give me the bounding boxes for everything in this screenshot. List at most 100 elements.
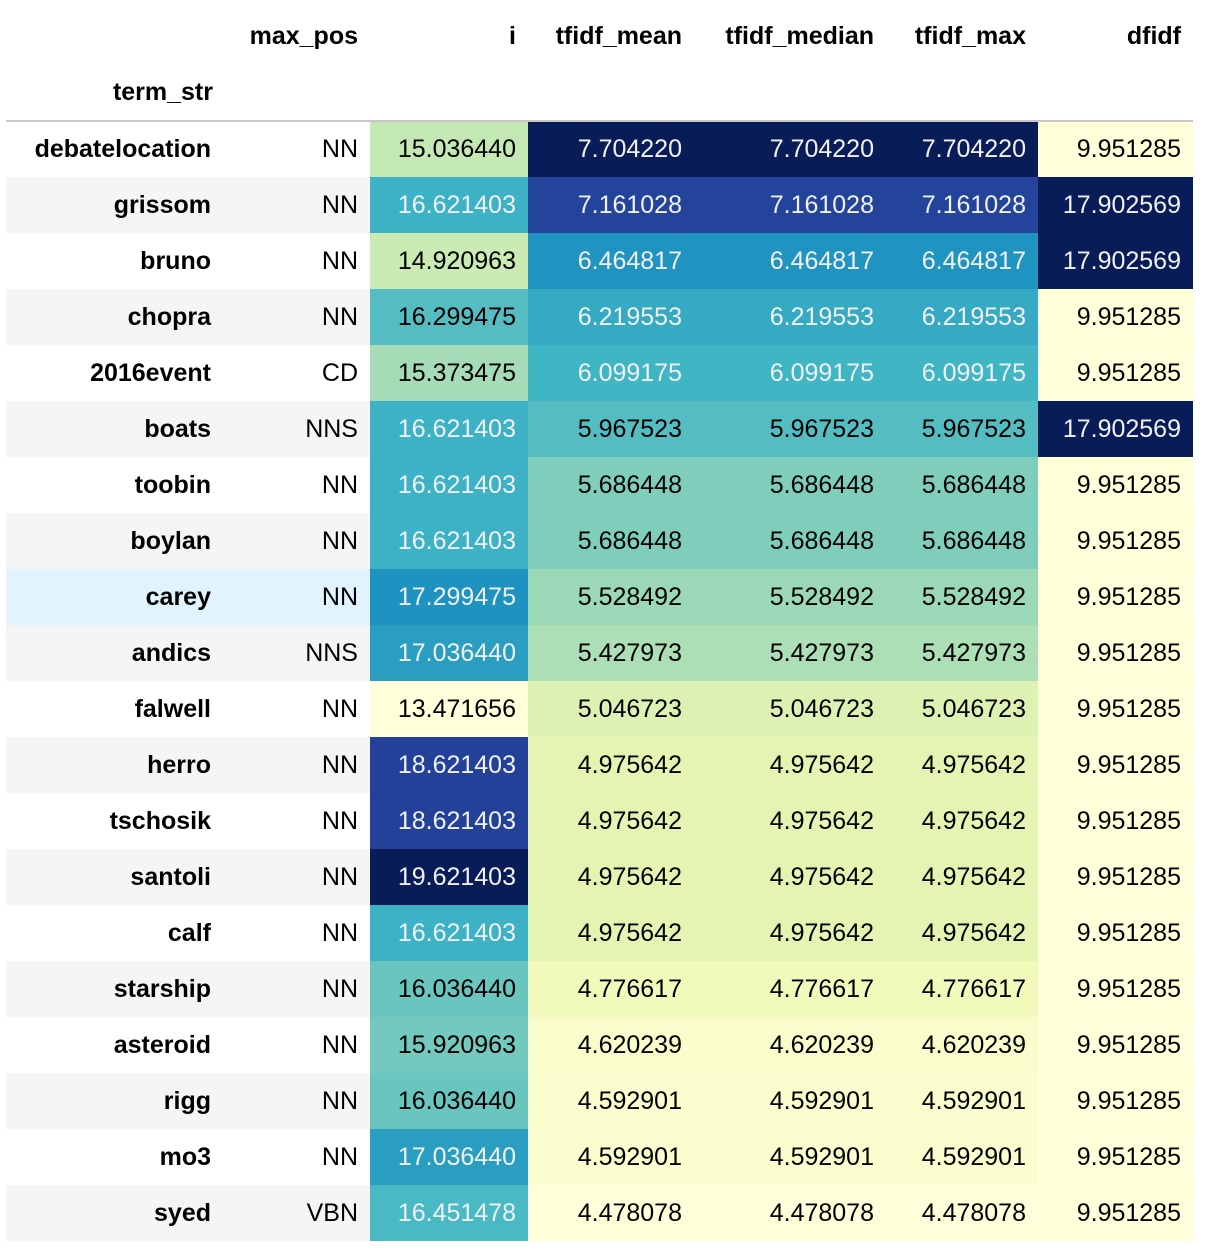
cell-max-pos: NN — [225, 513, 370, 569]
row-index-label: mo3 — [6, 1129, 225, 1185]
cell-max-pos: NN — [225, 1017, 370, 1073]
table-row[interactable]: syed VBN 16.451478 4.478078 4.478078 4.478078… — [6, 1185, 1193, 1241]
cell-tfidf-mean: 5.967523 — [528, 401, 694, 457]
cell-i: 17.036440 — [370, 1129, 528, 1185]
cell-max-pos: CD — [225, 345, 370, 401]
table-row[interactable]: boats NNS 16.621403 5.967523 5.967523 5.96752… — [6, 401, 1193, 457]
row-index-label: boats — [6, 401, 225, 457]
cell-tfidf-median: 6.099175 — [694, 345, 886, 401]
cell-tfidf-max: 6.464817 — [886, 233, 1038, 289]
table-row[interactable]: calf NN 16.621403 4.975642 4.975642 4.975642 9… — [6, 905, 1193, 961]
row-index-label: syed — [6, 1185, 225, 1241]
table-row[interactable]: starship NN 16.036440 4.776617 4.776617 4.776… — [6, 961, 1193, 1017]
column-header[interactable]: tfidf_max — [914, 21, 1026, 50]
row-index-label: bruno — [6, 233, 225, 289]
table-row[interactable]: bruno NN 14.920963 6.464817 6.464817 6.464817… — [6, 233, 1193, 289]
cell-tfidf-max: 5.686448 — [886, 513, 1038, 569]
cell-tfidf-median: 5.046723 — [694, 681, 886, 737]
table-row[interactable]: herro NN 18.621403 4.975642 4.975642 4.975642… — [6, 737, 1193, 793]
table-row[interactable]: andics NNS 17.036440 5.427973 5.427973 5.4279… — [6, 625, 1193, 681]
cell-tfidf-mean: 5.528492 — [528, 569, 694, 625]
row-index-label: boylan — [6, 513, 225, 569]
table-row[interactable]: tschosik NN 18.621403 4.975642 4.975642 4.975… — [6, 793, 1193, 849]
cell-dfidf: 9.951285 — [1038, 1129, 1193, 1185]
cell-tfidf-max: 4.975642 — [886, 737, 1038, 793]
cell-tfidf-mean: 4.776617 — [528, 961, 694, 1017]
index-name-row: term_str — [6, 64, 1193, 122]
cell-tfidf-median: 7.161028 — [694, 177, 886, 233]
cell-tfidf-median: 5.528492 — [694, 569, 886, 625]
cell-tfidf-median: 6.464817 — [694, 233, 886, 289]
column-header[interactable]: max_pos — [249, 21, 358, 50]
cell-tfidf-median: 4.592901 — [694, 1073, 886, 1129]
table-row[interactable]: asteroid NN 15.920963 4.620239 4.620239 4.620… — [6, 1017, 1193, 1073]
table-row[interactable]: boylan NN 16.621403 5.686448 5.686448 5.68644… — [6, 513, 1193, 569]
cell-dfidf: 9.951285 — [1038, 289, 1193, 345]
cell-dfidf: 9.951285 — [1038, 457, 1193, 513]
table-row[interactable]: chopra NN 16.299475 6.219553 6.219553 6.21955… — [6, 289, 1193, 345]
cell-i: 13.471656 — [370, 681, 528, 737]
table-row[interactable]: santoli NN 19.621403 4.975642 4.975642 4.9756… — [6, 849, 1193, 905]
column-header[interactable]: dfidf — [1126, 21, 1181, 50]
cell-tfidf-max: 5.528492 — [886, 569, 1038, 625]
cell-tfidf-median: 4.975642 — [694, 793, 886, 849]
cell-tfidf-mean: 6.099175 — [528, 345, 694, 401]
column-header[interactable]: i — [509, 21, 516, 50]
cell-i: 16.036440 — [370, 961, 528, 1017]
table-row[interactable]: falwell NN 13.471656 5.046723 5.046723 5.0467… — [6, 681, 1193, 737]
table-row[interactable]: rigg NN 16.036440 4.592901 4.592901 4.592901 9… — [6, 1073, 1193, 1129]
table-body: debatelocation NN 15.036440 7.704220 7.70422… — [6, 121, 1193, 1241]
cell-tfidf-median: 4.620239 — [694, 1017, 886, 1073]
cell-dfidf: 17.902569 — [1038, 177, 1193, 233]
cell-dfidf: 9.951285 — [1038, 905, 1193, 961]
cell-tfidf-max: 7.704220 — [886, 121, 1038, 177]
cell-tfidf-max: 4.975642 — [886, 793, 1038, 849]
cell-max-pos: NN — [225, 849, 370, 905]
column-header[interactable]: tfidf_median — [725, 21, 874, 50]
table-row[interactable]: 2016event CD 15.373475 6.099175 6.099175 6.09… — [6, 345, 1193, 401]
cell-max-pos: NN — [225, 681, 370, 737]
row-index-label: tschosik — [6, 793, 225, 849]
cell-tfidf-mean: 6.219553 — [528, 289, 694, 345]
cell-tfidf-median: 6.219553 — [694, 289, 886, 345]
cell-i: 15.920963 — [370, 1017, 528, 1073]
column-header-row: max_pos i tfidf_mean tfidf_median tfidf_… — [6, 8, 1193, 64]
cell-max-pos: NN — [225, 121, 370, 177]
cell-tfidf-median: 5.686448 — [694, 457, 886, 513]
table-header: max_pos i tfidf_mean tfidf_median tfidf_… — [6, 8, 1193, 122]
table-row[interactable]: toobin NN 16.621403 5.686448 5.686448 5.68644… — [6, 457, 1193, 513]
cell-tfidf-mean: 5.427973 — [528, 625, 694, 681]
table-row[interactable]: carey NN 17.299475 5.528492 5.528492 5.528492… — [6, 569, 1193, 625]
cell-tfidf-max: 4.975642 — [886, 849, 1038, 905]
cell-tfidf-mean: 4.620239 — [528, 1017, 694, 1073]
cell-max-pos: NN — [225, 233, 370, 289]
cell-i: 19.621403 — [370, 849, 528, 905]
row-index-label: rigg — [6, 1073, 225, 1129]
cell-tfidf-mean: 4.975642 — [528, 905, 694, 961]
cell-tfidf-mean: 5.686448 — [528, 457, 694, 513]
row-index-label: santoli — [6, 849, 225, 905]
row-index-label: andics — [6, 625, 225, 681]
cell-tfidf-mean: 4.478078 — [528, 1185, 694, 1241]
cell-dfidf: 9.951285 — [1038, 849, 1193, 905]
cell-i: 16.451478 — [370, 1185, 528, 1241]
cell-dfidf: 17.902569 — [1038, 233, 1193, 289]
cell-max-pos: NN — [225, 1129, 370, 1185]
cell-tfidf-max: 4.592901 — [886, 1073, 1038, 1129]
cell-tfidf-mean: 4.592901 — [528, 1073, 694, 1129]
cell-i: 18.621403 — [370, 793, 528, 849]
cell-tfidf-max: 5.046723 — [886, 681, 1038, 737]
cell-i: 14.920963 — [370, 233, 528, 289]
row-index-label: debatelocation — [6, 121, 225, 177]
table-row[interactable]: mo3 NN 17.036440 4.592901 4.592901 4.592901 9.… — [6, 1129, 1193, 1185]
cell-tfidf-max: 4.776617 — [886, 961, 1038, 1017]
cell-tfidf-mean: 7.161028 — [528, 177, 694, 233]
table-row[interactable]: debatelocation NN 15.036440 7.704220 7.70422… — [6, 121, 1193, 177]
cell-tfidf-mean: 5.046723 — [528, 681, 694, 737]
cell-i: 17.036440 — [370, 625, 528, 681]
column-header[interactable]: tfidf_mean — [555, 21, 682, 50]
table-row[interactable]: grissom NN 16.621403 7.161028 7.161028 7.1610… — [6, 177, 1193, 233]
cell-i: 16.621403 — [370, 513, 528, 569]
cell-max-pos: NN — [225, 737, 370, 793]
row-index-label: calf — [6, 905, 225, 961]
